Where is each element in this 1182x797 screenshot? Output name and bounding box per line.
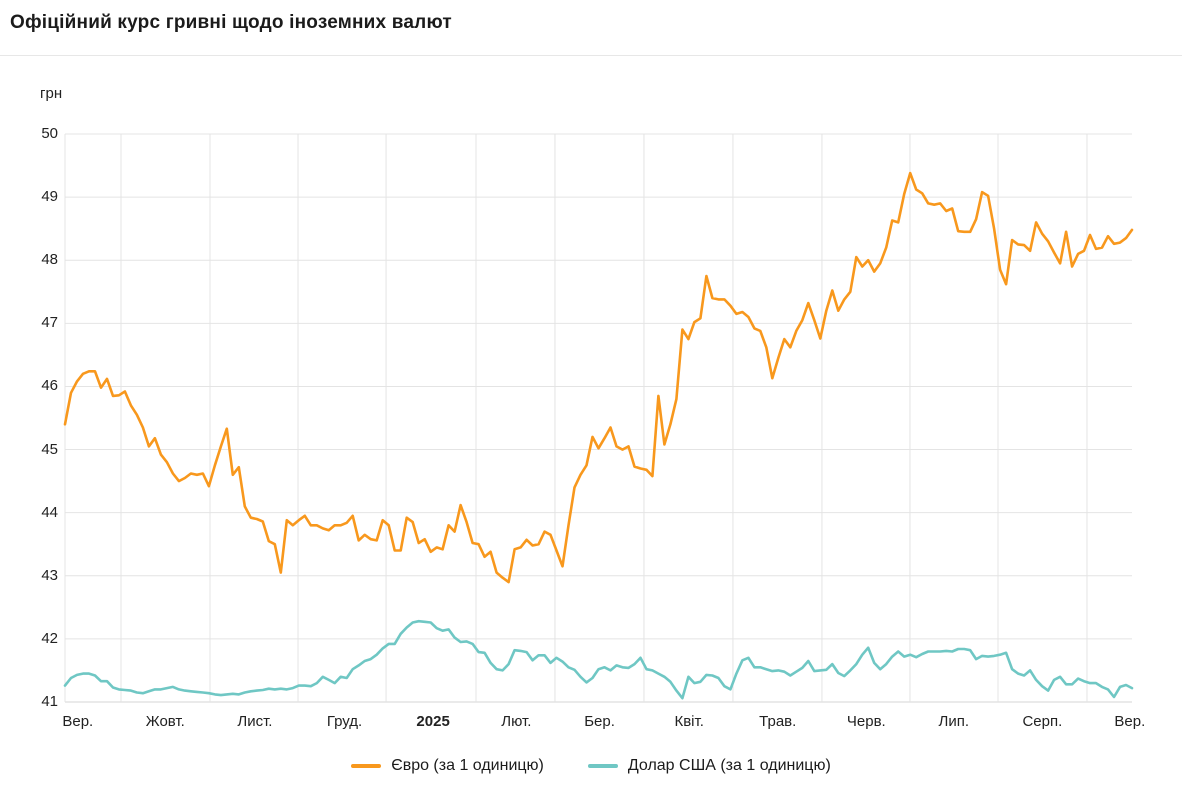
header-divider	[0, 55, 1182, 56]
x-axis-label: Бер.	[584, 713, 615, 730]
y-tick-label: 47	[41, 314, 58, 332]
legend-item-usd[interactable]: Долар США (за 1 одиницю)	[587, 757, 831, 775]
x-axis-label: Черв.	[846, 713, 886, 730]
y-tick-label: 45	[41, 440, 58, 458]
euro-line-swatch	[351, 764, 382, 768]
y-tick-label: 43	[41, 566, 58, 584]
x-axis-label: Трав.	[759, 713, 797, 730]
y-tick-label: 42	[41, 629, 58, 647]
usd-line[interactable]	[63, 619, 1134, 700]
x-axis-label: Лист.	[237, 713, 273, 730]
legend: Євро (за 1 одиницю) Долар США (за 1 один…	[0, 757, 1182, 775]
y-tick-label: 49	[41, 188, 58, 206]
usd-line-swatch	[587, 764, 618, 768]
y-axis-unit-label: грн	[40, 85, 63, 102]
y-tick-label: 46	[41, 377, 58, 395]
x-axis-label: Лют.	[501, 713, 532, 730]
page-title: Офіційний курс гривні щодо іноземних вал…	[10, 12, 452, 33]
x-axis-label: 2025	[416, 713, 450, 730]
x-axis-label: Вер.	[1114, 713, 1146, 730]
x-axis-label: Вер.	[62, 713, 94, 730]
euro-line[interactable]	[63, 171, 1134, 584]
legend-item-euro[interactable]: Євро (за 1 одиницю)	[351, 757, 544, 775]
y-tick-label: 41	[41, 693, 58, 710]
y-tick-label: 50	[41, 125, 58, 142]
y-tick-label: 48	[41, 251, 58, 269]
x-axis-label: Лип.	[938, 713, 970, 730]
x-axis-label: Жовт.	[145, 713, 185, 730]
x-axis-label: Квіт.	[674, 713, 704, 730]
legend-label-euro: Євро (за 1 одиницю)	[391, 757, 544, 774]
y-tick-label: 44	[41, 503, 58, 521]
x-axis-label: Серп.	[1022, 713, 1063, 730]
legend-label-usd: Долар США (за 1 одиницю)	[627, 757, 831, 774]
x-axis-label: Груд.	[326, 713, 363, 730]
